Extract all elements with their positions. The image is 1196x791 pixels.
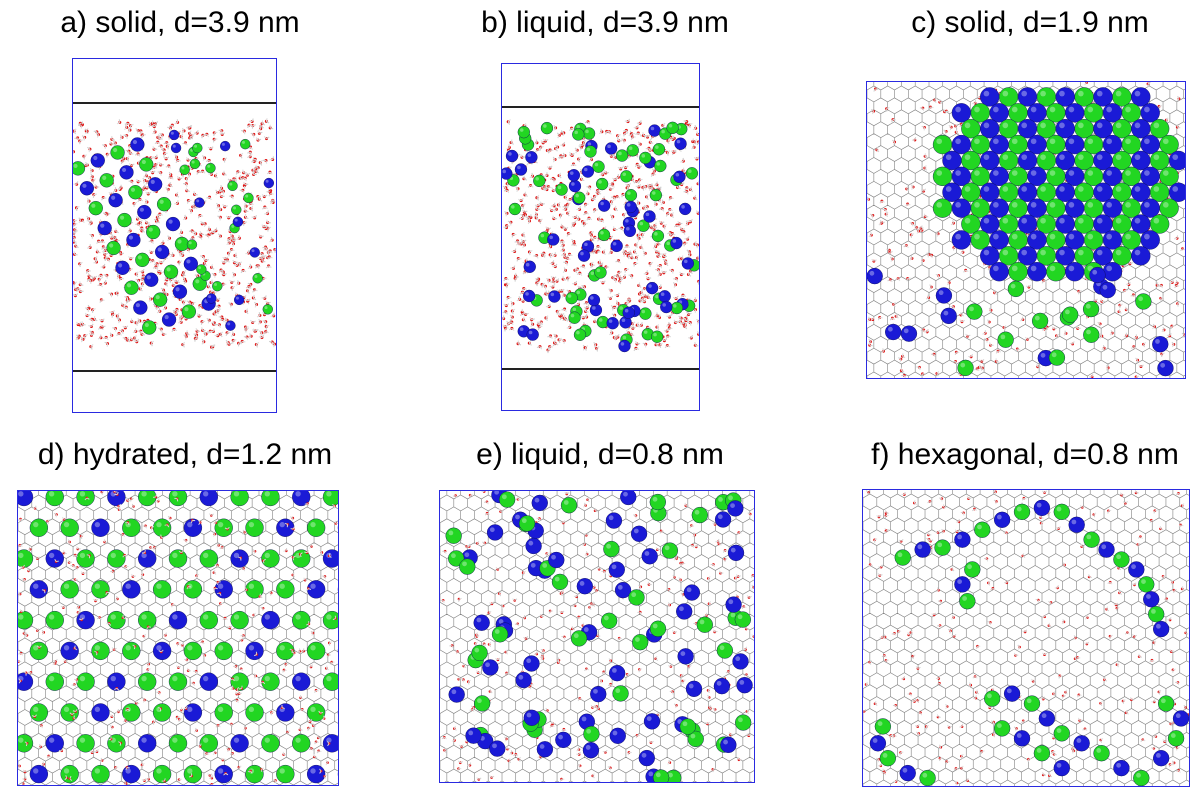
panel-f-hexagonal-top-view <box>862 489 1190 787</box>
molecular-snapshot-d <box>18 491 338 785</box>
graphene-wall-top <box>73 102 276 104</box>
molecular-snapshot-e <box>440 491 754 782</box>
molecular-snapshot-c <box>867 82 1185 378</box>
graphene-wall-bottom <box>502 368 699 370</box>
caption-a: a) solid, d=3.9 nm <box>60 6 300 39</box>
caption-d: d) hydrated, d=1.2 nm <box>37 438 333 471</box>
panel-d-hydrated-top-view <box>17 490 339 786</box>
caption-f: f) hexagonal, d=0.8 nm <box>871 438 1179 471</box>
caption-b: b) liquid, d=3.9 nm <box>481 6 729 39</box>
molecular-snapshot-b <box>502 118 699 354</box>
graphene-wall-top <box>502 106 699 108</box>
molecular-snapshot-a <box>73 118 276 351</box>
caption-c: c) solid, d=1.9 nm <box>911 6 1149 39</box>
graphene-wall-bottom <box>73 370 276 372</box>
panel-a-solid-side-view <box>72 58 277 413</box>
panel-e-liquid-top-view <box>439 490 755 783</box>
molecular-snapshot-f <box>863 490 1189 786</box>
caption-e: e) liquid, d=0.8 nm <box>476 438 724 471</box>
panel-b-liquid-side-view <box>501 63 700 411</box>
panel-c-solid-top-view <box>866 81 1186 379</box>
